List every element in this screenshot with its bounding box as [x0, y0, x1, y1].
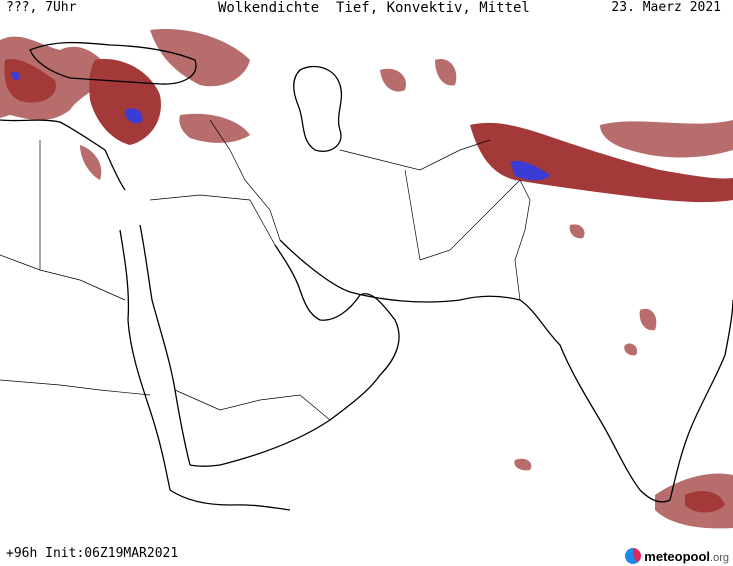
meteopool-logo-icon — [625, 548, 642, 564]
coastline-iran-south — [279, 239, 521, 303]
logo-name: meteopool — [644, 548, 711, 564]
coastline-arabia-west — [139, 224, 191, 466]
cloud-area-central-asia — [380, 68, 406, 92]
coastline-black-sea — [29, 41, 197, 85]
border-iran-afghanistan — [404, 169, 421, 261]
cloud-area-arabian-sea-patch — [514, 458, 532, 471]
cloud-area-tibet — [600, 120, 733, 158]
coastline-persian-gulf — [189, 244, 400, 467]
coastline-caspian-sea — [293, 65, 343, 152]
coastline-turkey — [0, 119, 126, 191]
cloud-area-sri-lanka-core — [685, 491, 725, 513]
cloud-area-kazakhstan — [435, 59, 457, 86]
meteopool-logo[interactable]: meteopool.org — [625, 548, 729, 564]
logo-tld: .org — [710, 551, 729, 564]
border-central-asia — [339, 139, 491, 171]
cloud-area-india-central — [569, 224, 585, 239]
border-pakistan-india — [514, 179, 531, 301]
coastline-india-east — [669, 299, 733, 501]
convective-area-turkey — [124, 108, 143, 124]
border-saudi-yemen — [174, 389, 331, 421]
map-title: Wolkendichte Tief, Konvektiv, Mittel — [218, 0, 530, 16]
border-afghanistan-pakistan — [419, 179, 521, 261]
cloud-cover-layer — [0, 29, 733, 529]
forecast-time-label: ???, 7Uhr — [6, 0, 77, 15]
coastlines-layer — [0, 41, 733, 511]
convective-area-anatolia — [11, 71, 20, 80]
convective-layer — [11, 71, 550, 181]
cloud-area-india-west — [624, 343, 638, 356]
borders-layer — [0, 119, 531, 421]
forecast-date: 23. Maerz 2021 — [611, 0, 721, 15]
cloud-area-caucasus — [150, 29, 250, 87]
coastline-red-sea-west — [119, 229, 171, 491]
weather-map — [0, 29, 733, 529]
convective-area-himalaya — [510, 160, 550, 181]
border-saudi-north — [149, 194, 276, 246]
coastline-horn-of-africa — [169, 489, 291, 511]
border-sudan — [0, 379, 151, 396]
model-run-label: +96h Init:06Z19MAR2021 — [6, 546, 179, 561]
border-egypt — [0, 254, 126, 301]
cloud-area-levant — [80, 145, 102, 180]
border-iran-iraq — [209, 119, 281, 241]
cloud-area-himalaya — [470, 122, 733, 203]
cloud-area-anatolia — [4, 59, 56, 103]
coastline-india-west — [519, 299, 671, 503]
cloud-area-iran-north — [179, 113, 250, 143]
cloud-area-eastern-turkey — [89, 59, 161, 145]
logo-text: meteopool.org — [644, 549, 729, 564]
cloud-area-india-east — [639, 308, 657, 331]
